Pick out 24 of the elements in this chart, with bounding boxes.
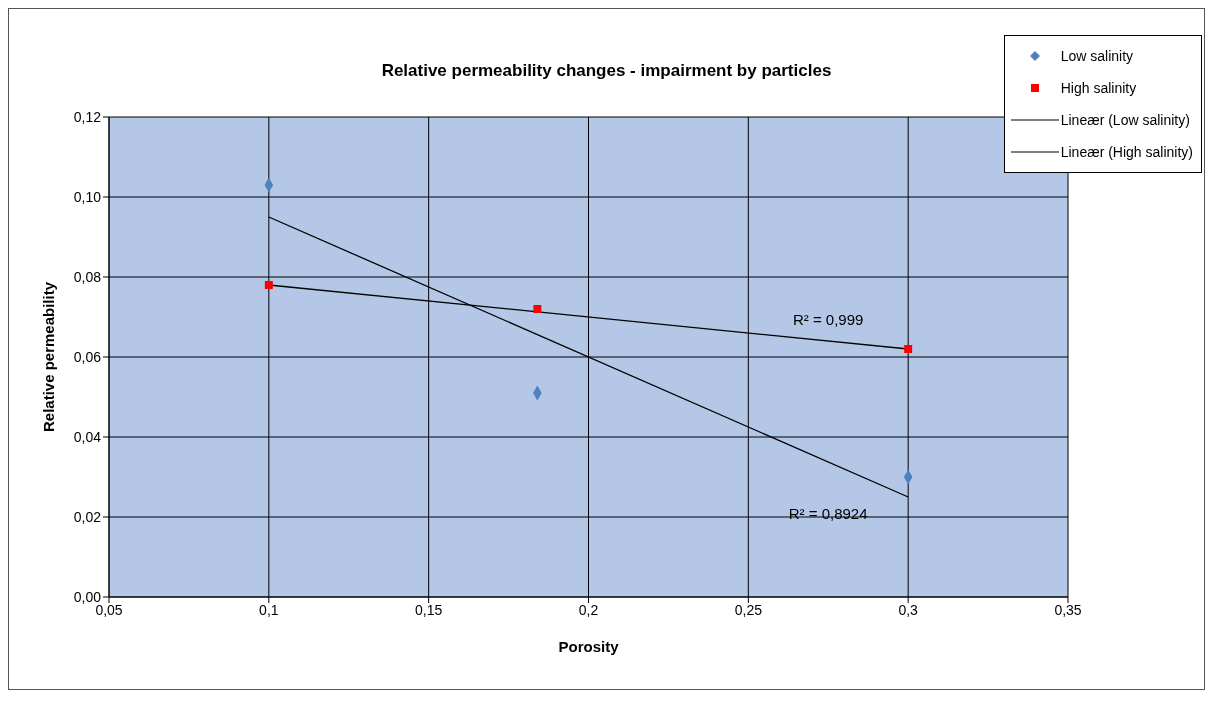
- x-tick-label: 0,2: [578, 601, 599, 618]
- point: [533, 305, 542, 313]
- legend-label: Low salinity: [1060, 48, 1134, 64]
- x-tick-label: 0,25: [734, 601, 763, 618]
- annotation: R² = 0,999: [792, 310, 864, 328]
- legend-label: High salinity: [1060, 80, 1137, 96]
- y-tick-label: 0,04: [73, 428, 102, 445]
- annotation: R² = 0,8924: [788, 504, 868, 522]
- y-tick-label: 0,06: [73, 348, 102, 365]
- x-tick-label: 0,1: [259, 601, 279, 618]
- y-axis-title: Relative permeability: [40, 281, 58, 433]
- point: [264, 281, 273, 289]
- legend-label: Lineær (Low salinity): [1060, 112, 1190, 128]
- x-tick-label: 0,15: [415, 601, 443, 618]
- y-tick-label: 0,02: [73, 508, 102, 525]
- x-tick-label: 0,3: [898, 601, 919, 618]
- x-axis-title: Porosity: [558, 637, 620, 655]
- point: [904, 345, 913, 353]
- y-tick-label: 0,08: [73, 268, 102, 285]
- legend-label: Lineær (High salinity): [1060, 144, 1193, 160]
- chart-title: Relative permeability changes - impairment by particles: [381, 61, 832, 80]
- y-tick-label: 0,10: [73, 188, 102, 205]
- y-tick-label: 0,12: [73, 108, 102, 125]
- x-tick-label: 0,35: [1054, 601, 1082, 618]
